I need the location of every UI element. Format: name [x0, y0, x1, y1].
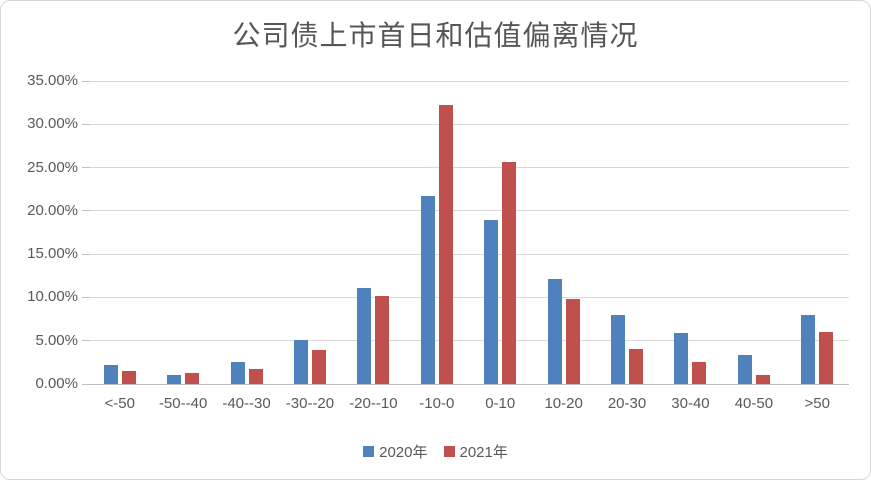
bar-2020年-30-40: [674, 332, 689, 384]
bar-2020年-20-30: [611, 314, 626, 384]
y-tick-mark: [82, 340, 90, 342]
bar-group->50: [801, 314, 834, 384]
bar-2021年-10-20: [565, 299, 580, 384]
bar-2020年--30--20: [293, 339, 308, 384]
bar-2020年-<-50: [103, 364, 118, 384]
x-tick-label-40-50: 40-50: [734, 395, 774, 412]
x-tick-label-<-50: <-50: [104, 395, 135, 412]
gridline-25: [88, 167, 849, 169]
y-tick-label-5.00%: 5.00%: [35, 331, 78, 349]
bar-2020年-40-50: [737, 354, 752, 384]
legend-item-2021年: 2021年: [443, 441, 508, 462]
bar-group--20--10: [357, 287, 390, 384]
gridline-5: [88, 340, 849, 342]
bar-group--30--20: [293, 339, 326, 384]
gridline-35: [88, 80, 849, 82]
bar-group-10-20: [547, 279, 580, 384]
gridline-30: [88, 123, 849, 125]
y-tick-label-0.00%: 0.00%: [35, 375, 78, 392]
x-tick-label-10-20: 10-20: [544, 395, 583, 412]
bar-2021年-20-30: [629, 348, 644, 384]
bar-2021年-40-50: [755, 375, 770, 384]
x-tick-label--50--40: -50--40: [158, 395, 208, 412]
x-tick-label-30-40: 30-40: [671, 395, 710, 412]
bar-2021年--50--40: [185, 372, 200, 384]
bar-2020年--50--40: [167, 375, 182, 384]
y-tick-label-15.00%: 15.00%: [27, 245, 78, 263]
x-tick-label->50: >50: [804, 395, 830, 412]
y-tick-mark: [82, 210, 90, 212]
y-tick-label-20.00%: 20.00%: [27, 201, 78, 219]
gridline-10: [88, 296, 849, 298]
x-tick-label--10-0: -10-0: [419, 395, 455, 412]
x-tick-label--20--10: -20--10: [349, 395, 398, 412]
legend-item-2020年: 2020年: [363, 441, 428, 462]
gridline-15: [88, 253, 849, 255]
legend-label-2020年: 2020年: [379, 444, 428, 461]
legend-swatch-2020年: [363, 446, 375, 457]
y-tick-label-10.00%: 10.00%: [27, 288, 78, 306]
bar-group--50--40: [167, 372, 200, 384]
bar-2021年--40--30: [248, 369, 263, 384]
y-tick-mark: [82, 296, 90, 298]
bar-2021年->50: [819, 332, 834, 384]
y-tick-label-30.00%: 30.00%: [27, 115, 78, 133]
x-tick-label--40--30: -40--30: [222, 395, 271, 412]
bar-2021年--10-0: [438, 105, 453, 384]
bar-2021年-30-40: [692, 361, 707, 384]
y-tick-label-35.00%: 35.00%: [27, 72, 78, 89]
bar-2020年-0-10: [484, 219, 499, 384]
y-tick-mark: [82, 123, 90, 125]
y-tick-mark: [82, 253, 90, 255]
bar-2021年--30--20: [311, 350, 326, 384]
bar-2020年--40--30: [230, 361, 245, 384]
x-tick-label--30--20: -30--20: [285, 395, 335, 412]
y-tick-mark: [82, 383, 90, 385]
bar-2020年->50: [801, 314, 816, 384]
bar-group-40-50: [737, 354, 770, 384]
bar-group-<-50: [103, 364, 136, 384]
bar-2020年-10-20: [547, 279, 562, 384]
bar-2020年--20--10: [357, 287, 372, 384]
x-tick-label-20-30: 20-30: [607, 395, 647, 412]
legend-label-2021年: 2021年: [459, 444, 508, 461]
plot-area: [88, 80, 849, 385]
bar-2021年-0-10: [502, 161, 517, 384]
legend: 2020年 2021年: [1, 441, 870, 462]
bar-group-0-10: [484, 161, 517, 384]
bar-2021年--20--10: [375, 295, 390, 384]
legend-swatch-2021年: [443, 446, 455, 457]
bar-group--10-0: [420, 105, 453, 384]
bar-group--40--30: [230, 361, 263, 384]
bar-2020年--10-0: [420, 196, 435, 384]
bar-2021年-<-50: [121, 371, 136, 384]
gridline-20: [88, 210, 849, 212]
y-tick-label-25.00%: 25.00%: [27, 158, 78, 176]
bar-group-30-40: [674, 332, 707, 384]
x-axis-line: [88, 384, 849, 385]
chart-title: 公司债上市首日和估值偏离情况: [232, 19, 639, 52]
bar-group-20-30: [611, 314, 644, 384]
y-tick-mark: [82, 80, 90, 82]
y-tick-mark: [82, 167, 90, 169]
x-tick-label-0-10: 0-10: [485, 395, 516, 412]
